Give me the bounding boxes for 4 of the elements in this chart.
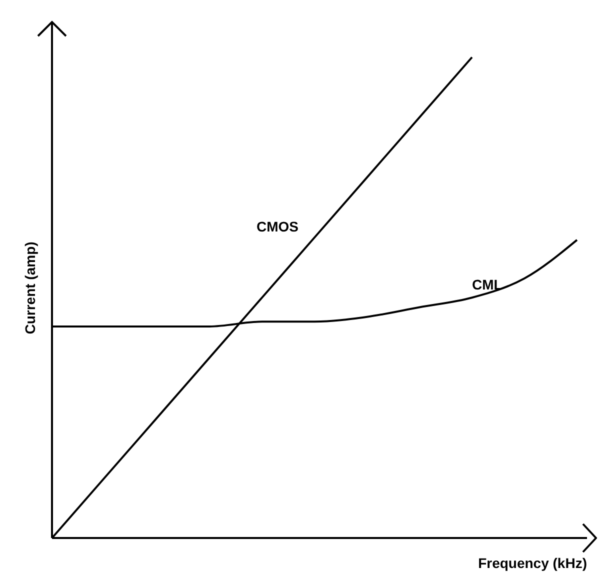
- x-axis-title: Frequency (kHz): [478, 555, 587, 571]
- series-label: CMOS: [256, 218, 298, 235]
- y-axis-title: Current (amp): [22, 242, 38, 334]
- series-label: CML: [472, 276, 503, 293]
